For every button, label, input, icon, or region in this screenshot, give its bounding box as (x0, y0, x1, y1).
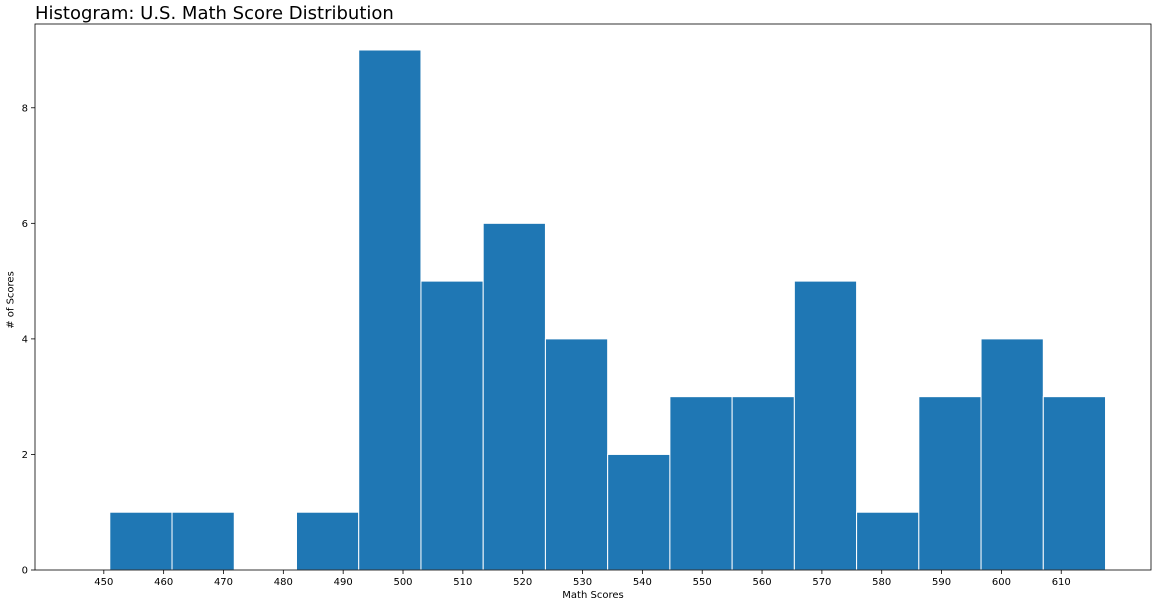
y-tick-label: 8 (22, 103, 28, 114)
x-tick-label: 550 (693, 577, 712, 588)
x-axis-label: Math Scores (562, 590, 624, 601)
x-tick-label: 500 (393, 577, 412, 588)
x-tick-label: 560 (752, 577, 771, 588)
y-axis-label: # of Scores (5, 271, 17, 329)
x-tick-label: 520 (513, 577, 532, 588)
histogram-bar (980, 338, 1044, 571)
histogram-bar (295, 511, 360, 571)
x-tick-label: 490 (334, 577, 353, 588)
x-tick-label: 580 (872, 577, 891, 588)
histogram-bar (793, 280, 858, 571)
x-tick-label: 470 (214, 577, 233, 588)
plot-frame (34, 23, 1152, 571)
histogram-bar (109, 511, 173, 571)
histogram-bar (482, 222, 546, 571)
histogram-bar (358, 49, 422, 571)
histogram-bar (607, 453, 671, 571)
histogram-bar (918, 396, 982, 571)
histogram-bar (544, 338, 609, 571)
x-tick-label: 510 (453, 577, 472, 588)
histogram-bar (856, 511, 920, 571)
x-tick-label: 480 (274, 577, 293, 588)
chart-title: Histogram: U.S. Math Score Distribution (35, 3, 394, 24)
x-tick-label: 570 (812, 577, 831, 588)
histogram-bar (420, 280, 484, 571)
x-tick-label: 610 (1052, 577, 1071, 588)
x-tick-label: 590 (932, 577, 951, 588)
x-tick-label: 460 (154, 577, 173, 588)
x-tick-label: 540 (633, 577, 652, 588)
y-tick-label: 0 (22, 566, 28, 577)
histogram-bar (731, 396, 795, 571)
histogram-bar (171, 511, 235, 571)
y-tick-label: 2 (22, 450, 28, 461)
x-tick-label: 600 (992, 577, 1011, 588)
y-tick-label: 4 (22, 334, 28, 345)
x-tick-label: 530 (573, 577, 592, 588)
y-tick-label: 6 (22, 219, 28, 230)
x-tick-label: 450 (94, 577, 113, 588)
histogram-bar (1042, 396, 1107, 571)
histogram-bar (669, 396, 733, 571)
